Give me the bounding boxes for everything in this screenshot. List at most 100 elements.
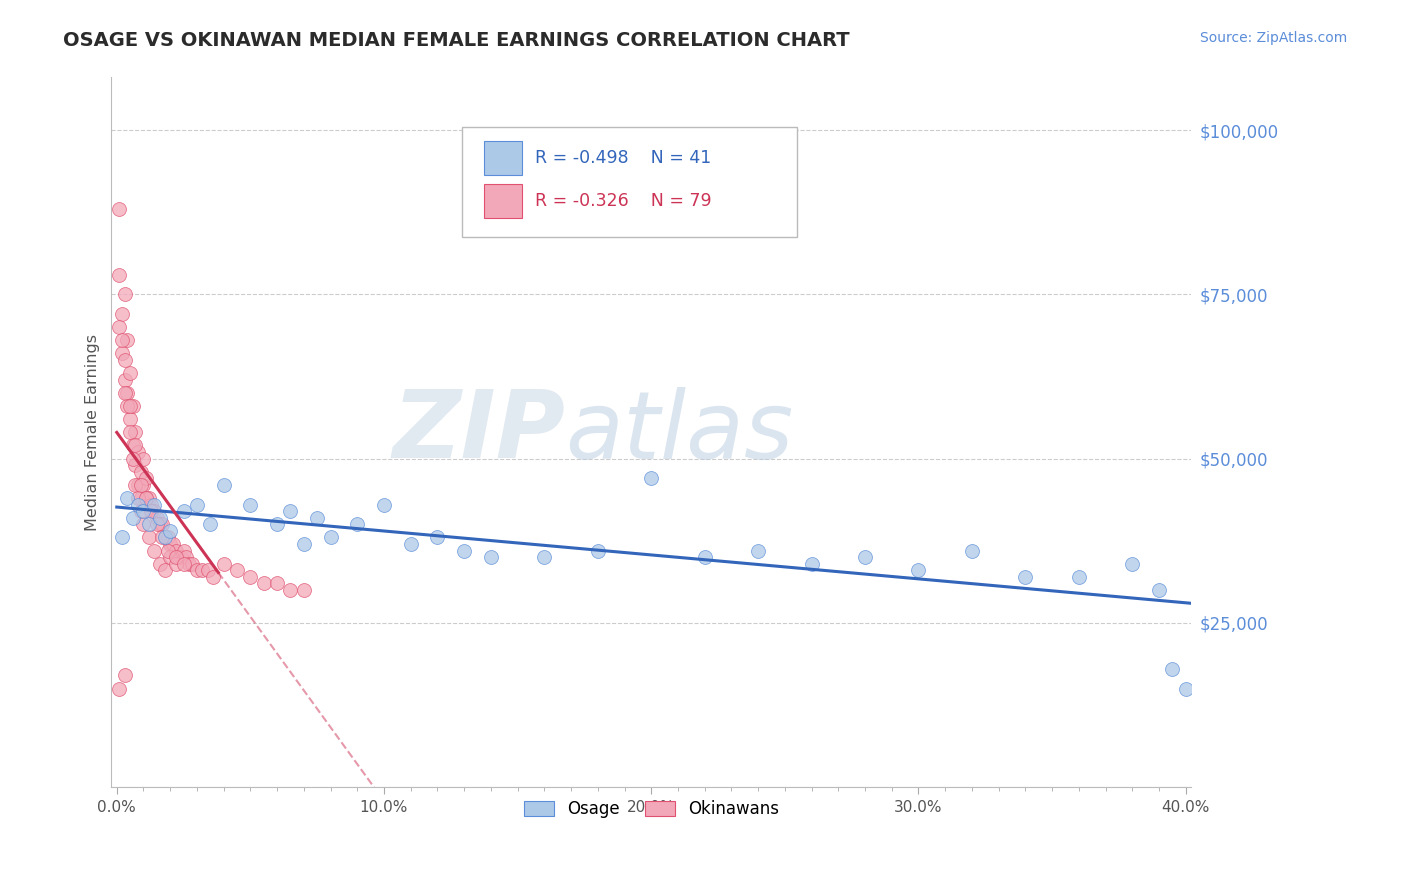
Point — [156, 531, 179, 545]
Point — [120, 366, 142, 380]
Text: R = -0.498    N = 41: R = -0.498 N = 41 — [534, 149, 711, 168]
Point — [191, 563, 214, 577]
Point — [138, 531, 160, 545]
Point — [162, 537, 184, 551]
Point — [111, 307, 134, 321]
Point — [212, 478, 235, 492]
Point — [120, 399, 142, 413]
Point — [693, 550, 716, 565]
Point — [148, 510, 170, 524]
Point — [426, 531, 449, 545]
Point — [124, 425, 146, 440]
Point — [111, 531, 134, 545]
Point — [239, 570, 262, 584]
Point — [640, 471, 662, 485]
Point — [120, 412, 142, 426]
Point — [907, 563, 929, 577]
Point — [747, 543, 769, 558]
Point — [117, 399, 139, 413]
Point — [150, 531, 173, 545]
Bar — [484, 141, 522, 176]
Point — [1161, 662, 1184, 676]
Point — [292, 582, 315, 597]
Point — [121, 451, 143, 466]
Point — [117, 385, 139, 400]
Point — [114, 385, 136, 400]
Point — [127, 445, 149, 459]
Point — [800, 557, 823, 571]
Point — [586, 543, 609, 558]
Point — [143, 543, 166, 558]
Point — [135, 471, 157, 485]
Point — [173, 504, 195, 518]
Text: Source: ZipAtlas.com: Source: ZipAtlas.com — [1199, 31, 1347, 45]
Point — [148, 517, 170, 532]
Point — [146, 510, 169, 524]
Point — [127, 498, 149, 512]
Point — [253, 576, 276, 591]
Point — [117, 334, 139, 348]
Point — [143, 498, 166, 512]
Point — [153, 531, 176, 545]
Point — [212, 557, 235, 571]
Bar — [484, 184, 522, 218]
Point — [138, 517, 160, 532]
Point — [108, 202, 131, 216]
Point — [266, 576, 288, 591]
Point — [280, 582, 302, 597]
Point — [167, 550, 190, 565]
Point — [853, 550, 876, 565]
Point — [132, 478, 155, 492]
Point — [129, 478, 152, 492]
Point — [239, 498, 262, 512]
Point — [143, 504, 166, 518]
Point — [132, 451, 155, 466]
Point — [197, 563, 219, 577]
Point — [159, 537, 181, 551]
Point — [141, 498, 163, 512]
Point — [226, 563, 249, 577]
Point — [135, 491, 157, 505]
Point — [153, 531, 176, 545]
Point — [138, 491, 160, 505]
Point — [159, 550, 181, 565]
Point — [1174, 681, 1197, 696]
Point — [165, 557, 187, 571]
Point — [114, 353, 136, 368]
Point — [173, 557, 195, 571]
Point — [960, 543, 983, 558]
Point — [399, 537, 422, 551]
Point — [141, 504, 163, 518]
Point — [201, 570, 224, 584]
Point — [108, 320, 131, 334]
Point — [292, 537, 315, 551]
Point — [453, 543, 475, 558]
Point — [159, 524, 181, 538]
Point — [373, 498, 395, 512]
Point — [173, 543, 195, 558]
Text: OSAGE VS OKINAWAN MEDIAN FEMALE EARNINGS CORRELATION CHART: OSAGE VS OKINAWAN MEDIAN FEMALE EARNINGS… — [63, 31, 849, 50]
Point — [121, 399, 143, 413]
Point — [177, 557, 200, 571]
Point — [114, 287, 136, 301]
Point — [129, 491, 152, 505]
Point — [1121, 557, 1143, 571]
Point — [129, 504, 152, 518]
Text: atlas: atlas — [565, 387, 793, 478]
Point — [1014, 570, 1036, 584]
Point — [124, 458, 146, 472]
Point — [127, 478, 149, 492]
Point — [156, 543, 179, 558]
Text: ZIP: ZIP — [392, 386, 565, 478]
Point — [146, 517, 169, 532]
FancyBboxPatch shape — [463, 128, 797, 237]
Point — [117, 491, 139, 505]
Point — [111, 346, 134, 360]
Legend: Osage, Okinawans: Osage, Okinawans — [517, 794, 786, 825]
Point — [165, 543, 187, 558]
Point — [186, 563, 208, 577]
Point — [186, 498, 208, 512]
Point — [132, 517, 155, 532]
Point — [121, 510, 143, 524]
Point — [307, 510, 329, 524]
